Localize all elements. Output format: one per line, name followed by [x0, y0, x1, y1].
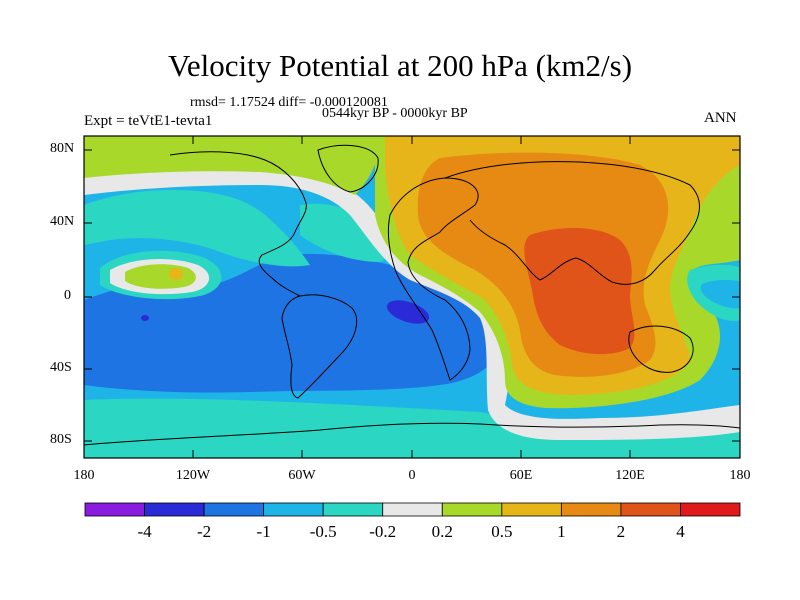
- colorbar-swatch: [560, 502, 622, 517]
- lat-tick-label: 40S: [50, 360, 72, 375]
- lat-ticks: [84, 149, 740, 442]
- colorbar-swatch: [501, 502, 562, 517]
- lat-tick-label: 80N: [50, 141, 75, 156]
- chart-title: Velocity Potential at 200 hPa (km2/s): [167, 48, 633, 83]
- colorbar-swatch: [263, 502, 324, 517]
- lon-tick-label: 180: [729, 468, 751, 483]
- colorbar-label: -4: [137, 522, 152, 541]
- contour-north-green: [84, 136, 380, 195]
- contour-atlantic-min: [386, 300, 430, 324]
- contour-pacific-min: [141, 315, 149, 321]
- lat-tick-label: 80S: [50, 432, 72, 447]
- contour-west-pacific-core: [700, 280, 740, 309]
- colorbar-swatch: [620, 502, 681, 517]
- colorbar-swatch: [144, 502, 205, 517]
- coastline-antarctica: [84, 422, 740, 446]
- period-label: 0544kyr BP - 0000kyr BP: [322, 106, 468, 121]
- colorbar-label: -0.5: [309, 522, 337, 541]
- coastline-south-america: [281, 294, 358, 399]
- contour-north-atlantic: [300, 203, 390, 262]
- filled-contours: [84, 136, 740, 458]
- colorbar-swatch: [322, 502, 384, 517]
- lon-tick-label: 180: [73, 468, 95, 483]
- experiment-label: Expt = teVtE1-tevta1: [84, 113, 213, 129]
- lat-tick-label: 0: [64, 288, 71, 303]
- colorbar-label: -0.2: [369, 522, 397, 541]
- colorbar-swatch: [203, 502, 265, 517]
- contour-pacific-blob-pos: [125, 264, 196, 289]
- lon-ticks: [192, 136, 631, 458]
- colorbar-label: 2: [616, 522, 626, 541]
- lon-tick-label: 60E: [509, 468, 533, 483]
- coastline-europe-africa: [387, 177, 479, 381]
- colorbar-label: 4: [676, 522, 685, 541]
- lat-tick-label: 40N: [50, 214, 75, 229]
- coastlines: [84, 144, 740, 446]
- colorbar-label: -1: [256, 522, 271, 541]
- lon-tick-label: 60W: [288, 468, 316, 483]
- contour-pacific-blob-core: [169, 268, 183, 280]
- contour-east-pos-strong: [524, 228, 635, 355]
- colorbar-swatch: [441, 502, 503, 517]
- colorbar-swatch: [680, 502, 741, 517]
- coastline-asia: [444, 161, 700, 285]
- colorbar-swatch: [84, 502, 145, 517]
- lon-tick-label: 120E: [615, 468, 645, 483]
- stats-line: rmsd= 1.17524 diff= -0.000120081: [190, 95, 388, 110]
- contour-south-band: [84, 398, 740, 458]
- contour-north-pacific: [84, 190, 310, 267]
- colorbar-label: -2: [196, 522, 212, 541]
- colorbar-label: 0.5: [491, 522, 513, 541]
- season-label: ANN: [704, 110, 737, 126]
- coastline-north-america: [169, 151, 307, 297]
- colorbar-swatch: [382, 502, 443, 517]
- coastline-australia: [628, 325, 694, 373]
- coastline-greenland: [317, 144, 379, 193]
- colorbar-label: 1: [557, 522, 566, 541]
- colorbar-label: 0.2: [431, 522, 453, 541]
- lon-tick-label: 120W: [175, 468, 211, 483]
- colorbar: [84, 502, 741, 517]
- lon-tick-label: 0: [408, 468, 416, 483]
